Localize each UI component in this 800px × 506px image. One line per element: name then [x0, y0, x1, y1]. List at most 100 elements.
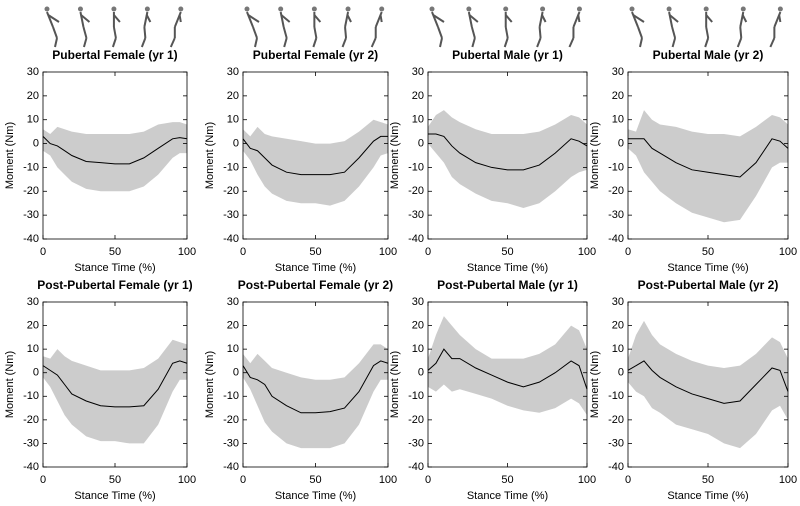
skeleton-head — [576, 6, 582, 12]
x-tick-label: 50 — [309, 246, 321, 258]
skeleton-leg — [439, 37, 443, 48]
skeleton-head — [703, 6, 709, 12]
sd-band — [428, 110, 587, 208]
sd-band — [43, 122, 187, 192]
x-tick-label: 100 — [779, 474, 797, 486]
skeleton-leg — [739, 26, 743, 39]
x-tick-label: 50 — [501, 474, 513, 486]
skeleton-leg — [471, 37, 476, 48]
skeleton-head — [429, 6, 435, 12]
skeleton-head — [777, 6, 783, 12]
skeleton-leg — [341, 37, 347, 48]
skeleton-trunk — [631, 11, 639, 28]
x-tick-label: 100 — [178, 474, 196, 486]
mean-line — [42, 136, 188, 165]
x-tick-label: 50 — [702, 246, 714, 258]
y-tick-label: 30 — [27, 296, 39, 308]
y-tick-label: 30 — [227, 296, 239, 308]
skeleton-icon — [568, 6, 582, 48]
chart-title: Post-Pubertal Female (yr 1) — [37, 278, 192, 292]
skeleton-head — [311, 6, 317, 12]
y-tick-label: 30 — [227, 66, 239, 78]
x-tick-label: 0 — [40, 246, 46, 258]
skeleton-leg — [254, 37, 258, 48]
skeleton-leg — [54, 37, 58, 48]
skeleton-leg — [282, 26, 288, 39]
y-tick-label: -40 — [223, 233, 239, 245]
y-tick-label: 10 — [27, 114, 39, 126]
chart-title: Pubertal Female (yr 2) — [253, 48, 378, 62]
skeleton-head — [44, 6, 50, 12]
y-tick-label: -40 — [408, 233, 424, 245]
skeleton-trunk — [344, 11, 350, 28]
y-axis-label: Moment (Nm) — [204, 351, 216, 418]
y-tick-label: 30 — [612, 296, 624, 308]
y-tick-label: 20 — [227, 90, 239, 102]
y-tick-label: -40 — [23, 233, 39, 245]
y-tick-label: -20 — [608, 414, 624, 426]
skeleton-arm — [541, 14, 547, 23]
skeleton-head — [278, 6, 284, 12]
skeleton-trunk — [374, 11, 383, 28]
x-tick-label: 0 — [425, 246, 431, 258]
skeleton-arm — [145, 14, 152, 23]
skeleton-icon — [736, 6, 748, 48]
y-tick-label: -10 — [608, 390, 624, 402]
skeleton-icon — [44, 6, 60, 48]
skeleton-trunk — [173, 11, 182, 28]
y-tick-label: 0 — [233, 137, 239, 149]
skeleton-icon — [111, 6, 121, 48]
skeleton-leg — [504, 26, 509, 39]
y-tick-label: 10 — [27, 343, 39, 355]
skeleton-head — [178, 6, 184, 12]
skeleton-icon — [536, 6, 547, 48]
y-tick-label: 30 — [412, 66, 424, 78]
skeleton-head — [466, 6, 472, 12]
chart-title: Post-Pubertal Male (yr 1) — [437, 278, 578, 292]
skeleton-icon — [629, 6, 645, 48]
y-axis-label: Moment (Nm) — [4, 122, 16, 189]
skeleton-head — [111, 6, 117, 12]
skeleton-arm — [741, 14, 748, 23]
skeleton-leg — [169, 37, 176, 48]
skeleton-head — [503, 6, 509, 12]
mean-line — [427, 348, 588, 390]
skeleton-trunk — [143, 11, 149, 28]
skeleton-leg — [705, 26, 710, 39]
mean-line — [242, 360, 389, 414]
skeleton-leg — [671, 37, 677, 48]
x-tick-label: 50 — [309, 474, 321, 486]
skeleton-arm — [47, 14, 60, 23]
skeleton-trunk — [246, 11, 254, 28]
y-tick-label: -20 — [223, 414, 239, 426]
y-tick-label: -20 — [408, 414, 424, 426]
skeleton-leg — [312, 37, 318, 48]
y-tick-label: -10 — [223, 161, 239, 173]
skeleton-arm — [577, 14, 581, 23]
skeleton-trunk — [773, 11, 782, 28]
skeleton-leg — [283, 37, 288, 48]
skeleton-arm — [346, 14, 352, 23]
skeleton-trunk — [279, 11, 285, 28]
skeleton-arm — [669, 14, 679, 23]
skeleton-leg — [637, 26, 643, 39]
skeleton-leg — [704, 37, 710, 48]
skeleton-trunk — [739, 11, 745, 28]
chart-title: Pubertal Male (yr 2) — [653, 48, 764, 62]
skeleton-arm — [468, 14, 479, 23]
y-tick-label: 30 — [412, 296, 424, 308]
skeleton-icon — [503, 6, 513, 48]
skeleton-leg — [140, 37, 147, 48]
y-tick-label: 0 — [233, 367, 239, 379]
y-tick-label: 0 — [418, 367, 424, 379]
skeleton-arm — [432, 14, 445, 23]
y-tick-label: 20 — [27, 90, 39, 102]
skeleton-head — [666, 6, 672, 12]
y-tick-label: 30 — [27, 66, 39, 78]
y-tick-label: -30 — [608, 437, 624, 449]
x-tick-label: 50 — [501, 246, 513, 258]
y-axis-label: Moment (Nm) — [589, 122, 601, 189]
skeleton-leg — [568, 37, 575, 48]
y-tick-label: 20 — [27, 319, 39, 331]
skeleton-icon — [370, 6, 385, 48]
